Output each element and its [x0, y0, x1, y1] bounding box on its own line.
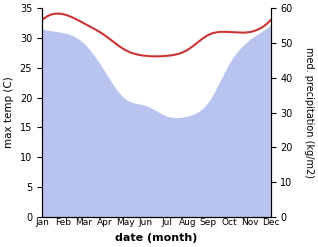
Y-axis label: med. precipitation (kg/m2): med. precipitation (kg/m2)	[304, 47, 314, 178]
Y-axis label: max temp (C): max temp (C)	[4, 77, 14, 148]
X-axis label: date (month): date (month)	[115, 233, 197, 243]
